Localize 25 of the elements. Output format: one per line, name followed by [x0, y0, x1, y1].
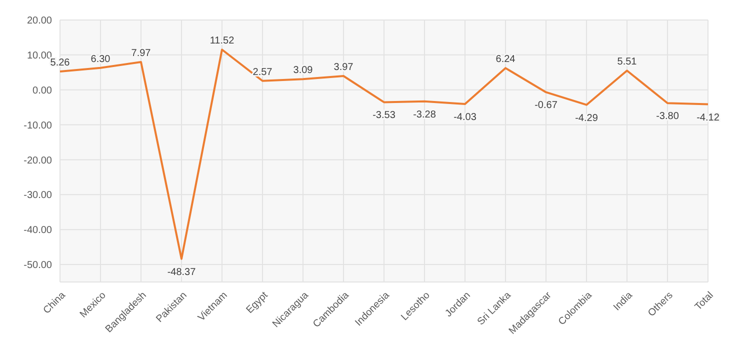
data-label: -4.29 — [575, 112, 598, 124]
y-tick-label: -40.00 — [24, 225, 52, 236]
data-label: -4.12 — [696, 112, 720, 124]
y-tick-label: 10.00 — [26, 50, 52, 62]
data-label: -0.67 — [534, 100, 558, 112]
data-label: 6.24 — [496, 54, 516, 66]
data-label: -3.80 — [656, 111, 680, 122]
data-label: -3.28 — [413, 109, 436, 120]
data-label: -4.03 — [454, 112, 477, 123]
data-label: 6.30 — [90, 54, 111, 65]
data-label: 3.97 — [334, 62, 354, 73]
data-label: 3.09 — [293, 65, 314, 76]
y-tick-label: -10.00 — [24, 120, 52, 132]
data-label: 11.52 — [210, 36, 235, 47]
data-label: 5.51 — [617, 56, 638, 68]
y-tick-label: 20.00 — [26, 16, 52, 27]
data-label: 5.26 — [50, 57, 70, 68]
data-label: 2.57 — [252, 66, 273, 78]
data-label: -48.37 — [167, 266, 196, 278]
data-label: 7.97 — [131, 48, 152, 60]
y-tick-label: 0.00 — [32, 85, 52, 96]
data-label: -3.53 — [372, 110, 396, 122]
y-tick-label: -30.00 — [24, 190, 52, 202]
y-tick-label: -50.00 — [24, 260, 52, 272]
y-tick-label: -20.00 — [24, 155, 52, 166]
